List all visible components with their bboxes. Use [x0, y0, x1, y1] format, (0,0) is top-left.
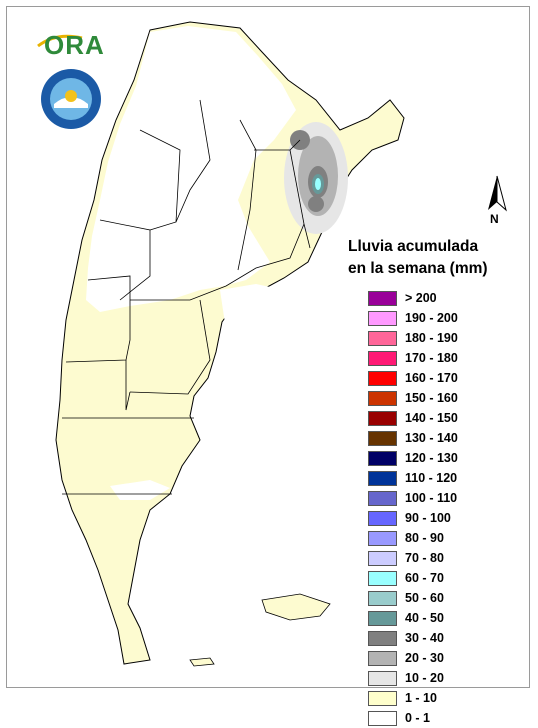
legend-swatch	[368, 330, 397, 346]
legend-row: 110 - 120	[368, 468, 458, 488]
legend-label: 40 - 50	[405, 611, 444, 625]
north-arrow-icon	[488, 175, 507, 212]
legend-swatch	[368, 410, 397, 426]
smn-seal-logo	[40, 68, 102, 130]
legend-swatch	[368, 570, 397, 586]
legend-row: 100 - 110	[368, 488, 458, 508]
legend-label: 90 - 100	[405, 511, 451, 525]
legend-label: 10 - 20	[405, 671, 444, 685]
legend-title-line2: en la semana (mm)	[348, 260, 488, 277]
legend-swatch	[368, 310, 397, 326]
legend-row: 50 - 60	[368, 588, 458, 608]
ora-swoosh-icon	[37, 34, 83, 48]
legend-row: 160 - 170	[368, 368, 458, 388]
province-borders	[62, 99, 311, 495]
legend-row: 80 - 90	[368, 528, 458, 548]
argentina-rainfall-map	[55, 21, 405, 667]
legend-row: > 200	[368, 288, 458, 308]
legend-swatch	[368, 470, 397, 486]
legend-swatch	[368, 530, 397, 546]
legend-swatch	[368, 550, 397, 566]
legend-swatch	[368, 670, 397, 686]
legend-swatch	[368, 430, 397, 446]
legend-swatch	[368, 350, 397, 366]
ora-logo: ORA	[36, 28, 106, 60]
legend-swatch	[368, 710, 397, 726]
legend-label: 140 - 150	[405, 411, 458, 425]
legend: > 200 190 - 200 180 - 190 170 - 180 160 - 17…	[368, 288, 458, 728]
legend-row: 20 - 30	[368, 648, 458, 668]
legend-row: 60 - 70	[368, 568, 458, 588]
rain-core-60-70	[315, 178, 321, 190]
legend-label: 110 - 120	[405, 471, 458, 485]
legend-label: 0 - 1	[405, 711, 431, 725]
legend-row: 150 - 160	[368, 388, 458, 408]
legend-row: 90 - 100	[368, 508, 458, 528]
legend-swatch	[368, 590, 397, 606]
legend-row: 140 - 150	[368, 408, 458, 428]
legend-title-line1: Lluvia acumulada	[348, 238, 479, 255]
legend-label: 20 - 30	[405, 651, 444, 665]
legend-label: 190 - 200	[405, 311, 458, 325]
seal-icon	[41, 69, 101, 129]
legend-label: 50 - 60	[405, 591, 444, 605]
legend-row: 1 - 10	[368, 688, 458, 708]
legend-swatch	[368, 510, 397, 526]
legend-label: 1 - 10	[405, 691, 437, 705]
dry-area-center	[220, 284, 300, 350]
rain-core-30-40-c	[308, 196, 324, 212]
islands	[189, 593, 331, 667]
legend-row: 190 - 200	[368, 308, 458, 328]
north-letter: N	[490, 212, 499, 226]
legend-row: 120 - 130	[368, 448, 458, 468]
legend-label: 60 - 70	[405, 571, 444, 585]
legend-row: 170 - 180	[368, 348, 458, 368]
legend-swatch	[368, 290, 397, 306]
legend-label: 80 - 90	[405, 531, 444, 545]
legend-row: 130 - 140	[368, 428, 458, 448]
legend-label: 150 - 160	[405, 391, 458, 405]
legend-swatch	[368, 650, 397, 666]
legend-swatch	[368, 490, 397, 506]
legend-label: 180 - 190	[405, 331, 458, 345]
north-arrow: N	[480, 174, 514, 228]
legend-label: 120 - 130	[405, 451, 458, 465]
legend-row: 180 - 190	[368, 328, 458, 348]
legend-label: 170 - 180	[405, 351, 458, 365]
legend-label: 130 - 140	[405, 431, 458, 445]
legend-row: 0 - 1	[368, 708, 458, 728]
legend-label: 70 - 80	[405, 551, 444, 565]
legend-row: 10 - 20	[368, 668, 458, 688]
legend-swatch	[368, 630, 397, 646]
legend-swatch	[368, 450, 397, 466]
legend-label: 30 - 40	[405, 631, 444, 645]
legend-row: 40 - 50	[368, 608, 458, 628]
legend-swatch	[368, 690, 397, 706]
legend-swatch	[368, 610, 397, 626]
legend-row: 70 - 80	[368, 548, 458, 568]
legend-label: > 200	[405, 291, 437, 305]
legend-row: 30 - 40	[368, 628, 458, 648]
legend-label: 160 - 170	[405, 371, 458, 385]
legend-label: 100 - 110	[405, 491, 458, 505]
dry-area-south	[110, 480, 170, 500]
legend-swatch	[368, 370, 397, 386]
ora-logo-text: ORA	[44, 30, 105, 60]
legend-title: Lluvia acumulada en la semana (mm)	[348, 236, 523, 280]
legend-swatch	[368, 390, 397, 406]
